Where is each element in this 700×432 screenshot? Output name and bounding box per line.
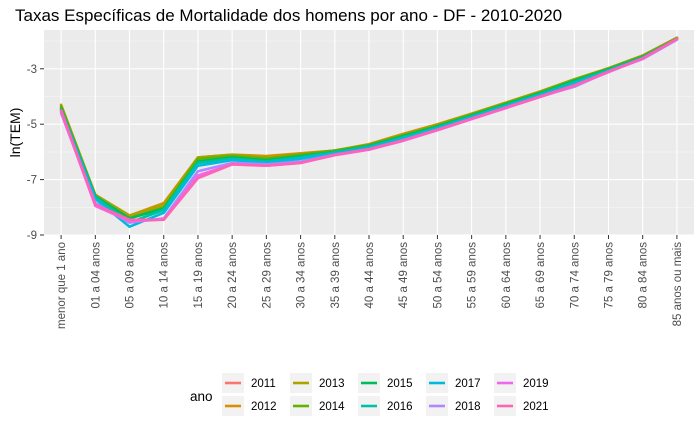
y-axis: -3 -5 -7 -9 [27, 64, 44, 242]
x-tick-label: 60 a 64 anos [501, 242, 513, 309]
x-tick-label: 70 a 74 anos [569, 242, 581, 309]
legend-label-2011: 2011 [251, 378, 276, 390]
legend-label-2012: 2012 [251, 401, 277, 413]
legend: ano 2011 2012 2013 2014 2015 2016 2017 2018 2019… [190, 373, 549, 416]
major-gridlines [44, 30, 694, 236]
x-tick-label: 85 anos ou mais [672, 242, 684, 327]
x-tick-label: 01 a 04 anos [90, 242, 102, 309]
legend-label-2013: 2013 [319, 378, 345, 390]
legend-title: ano [190, 389, 213, 404]
x-tick-label: 10 a 14 anos [159, 242, 171, 309]
x-axis: menor que 1 ano 01 a 04 anos 05 a 09 anos 1… [56, 235, 684, 329]
x-tick-label: menor que 1 ano [56, 242, 68, 329]
y-tick-label: -9 [27, 230, 37, 242]
chart-title: Taxas Específicas de Mortalidade dos hom… [15, 6, 562, 25]
legend-label-2021: 2021 [523, 401, 549, 413]
y-axis-title: ln(TEM) [7, 108, 23, 158]
x-tick-label: 40 a 44 anos [364, 242, 376, 309]
x-tick-label: 30 a 34 anos [296, 242, 308, 309]
x-tick-label: 55 a 59 anos [467, 242, 479, 309]
x-tick-label: 50 a 54 anos [432, 242, 444, 309]
x-tick-label: 35 a 39 anos [330, 242, 342, 309]
legend-label-2015: 2015 [387, 378, 413, 390]
series-line-2021 [59, 37, 679, 222]
y-tick-label: -5 [27, 119, 37, 131]
x-tick-label: 25 a 29 anos [261, 242, 273, 309]
x-tick-label: 75 a 79 anos [603, 242, 615, 309]
x-tick-label: 15 a 19 anos [193, 242, 205, 309]
x-tick-label: 65 a 69 anos [535, 242, 547, 309]
x-tick-label: 05 a 09 anos [125, 242, 137, 309]
legend-label-2017: 2017 [455, 378, 481, 390]
legend-label-2016: 2016 [387, 401, 413, 413]
y-tick-label: -7 [27, 175, 37, 187]
series-lines [59, 36, 679, 228]
x-tick-label: 20 a 24 anos [227, 242, 239, 309]
legend-label-2019: 2019 [523, 378, 549, 390]
x-tick-label: 45 a 49 anos [398, 242, 410, 309]
legend-label-2018: 2018 [455, 401, 481, 413]
x-tick-label: 80 a 84 anos [638, 242, 650, 309]
y-tick-label: -3 [27, 64, 37, 76]
legend-label-2014: 2014 [319, 401, 345, 413]
